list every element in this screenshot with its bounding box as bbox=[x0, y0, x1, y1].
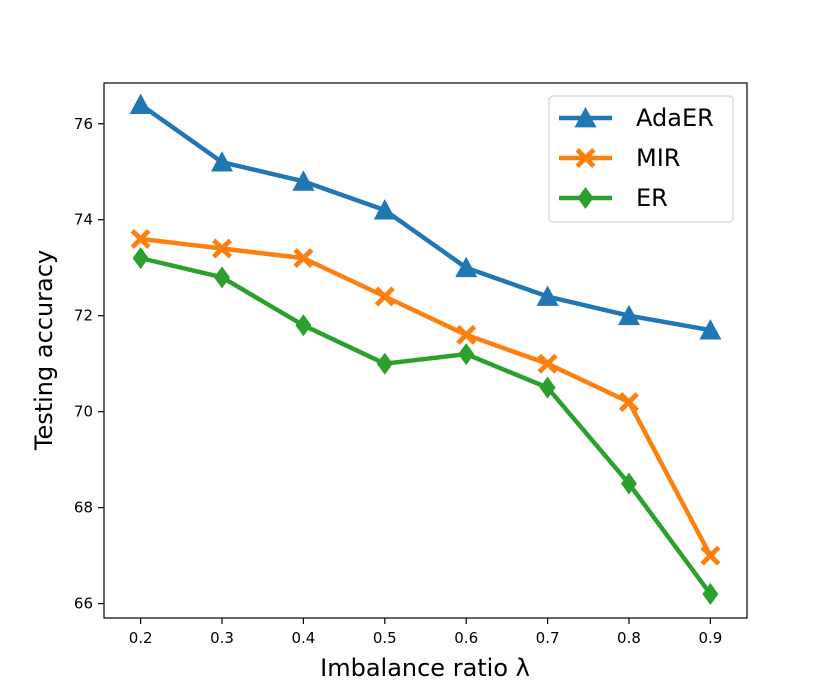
x-axis-label: Imbalance ratio λ bbox=[320, 654, 530, 682]
data-point-mir bbox=[212, 238, 233, 259]
y-tick-label: 66 bbox=[74, 595, 93, 613]
data-point-adaer bbox=[617, 304, 640, 326]
legend-item-adaer: AdaER bbox=[559, 104, 714, 132]
data-point-er bbox=[132, 247, 149, 270]
series-line-adaer bbox=[137, 101, 713, 333]
x-tick-label: 0.2 bbox=[129, 629, 153, 647]
y-tick-label: 74 bbox=[74, 211, 93, 229]
x-tick-label: 0.9 bbox=[698, 629, 722, 647]
data-point-mir bbox=[293, 248, 314, 269]
data-point-adaer bbox=[536, 285, 559, 306]
data-point-er bbox=[376, 352, 393, 375]
x-tick-label: 0.4 bbox=[291, 629, 315, 647]
data-point-adaer bbox=[373, 199, 396, 220]
legend-marker-mir bbox=[575, 148, 596, 168]
plot-frame bbox=[103, 82, 748, 619]
y-tick-label: 68 bbox=[74, 499, 93, 517]
data-point-adaer bbox=[292, 170, 315, 191]
data-point-adaer bbox=[455, 256, 478, 278]
x-tick-label: 0.7 bbox=[536, 629, 560, 647]
series-er bbox=[132, 247, 719, 606]
data-point-mir bbox=[456, 324, 477, 345]
legend: AdaER MIR ER bbox=[548, 95, 734, 223]
series-adaer bbox=[129, 93, 722, 340]
data-point-mir bbox=[700, 545, 721, 566]
x-tick-label: 0.3 bbox=[210, 629, 234, 647]
data-point-adaer bbox=[129, 93, 152, 114]
legend-marker-er bbox=[577, 187, 594, 209]
axes-layer bbox=[103, 82, 748, 619]
legend-label-adaer: AdaER bbox=[636, 104, 714, 132]
data-point-mir bbox=[374, 286, 395, 307]
x-axis-ticks: 0.2 0.3 0.4 0.5 0.6 0.7 0.8 0.9 bbox=[129, 618, 722, 647]
x-tick-label: 0.6 bbox=[454, 629, 478, 647]
y-tick-label: 70 bbox=[74, 403, 93, 421]
y-axis-ticks: 66 68 70 72 74 76 bbox=[74, 115, 104, 613]
series-mir bbox=[130, 228, 721, 566]
data-point-er bbox=[295, 314, 312, 337]
series-line-mir bbox=[138, 236, 714, 559]
data-point-er bbox=[458, 343, 475, 366]
data-point-er bbox=[620, 472, 637, 495]
data-point-mir bbox=[618, 392, 639, 413]
data-point-adaer bbox=[211, 151, 234, 172]
y-tick-label: 72 bbox=[74, 307, 93, 325]
legend-item-mir: MIR bbox=[559, 144, 680, 172]
data-point-er bbox=[702, 583, 719, 606]
data-point-mir bbox=[130, 228, 151, 249]
data-point-er bbox=[539, 376, 556, 399]
data-point-er bbox=[214, 266, 231, 289]
legend-frame bbox=[548, 95, 734, 223]
y-axis-label: Testing accuracy bbox=[30, 250, 58, 451]
legend-marker-adaer bbox=[574, 107, 597, 128]
x-tick-label: 0.8 bbox=[617, 629, 641, 647]
legend-label-mir: MIR bbox=[636, 144, 680, 172]
legend-label-er: ER bbox=[636, 184, 668, 212]
series-line-er bbox=[137, 255, 714, 598]
x-tick-label: 0.5 bbox=[373, 629, 397, 647]
data-point-mir bbox=[537, 353, 558, 374]
y-tick-label: 76 bbox=[74, 115, 93, 133]
legend-item-er: ER bbox=[559, 184, 668, 212]
series-layer bbox=[129, 93, 722, 606]
data-point-adaer bbox=[699, 319, 722, 340]
